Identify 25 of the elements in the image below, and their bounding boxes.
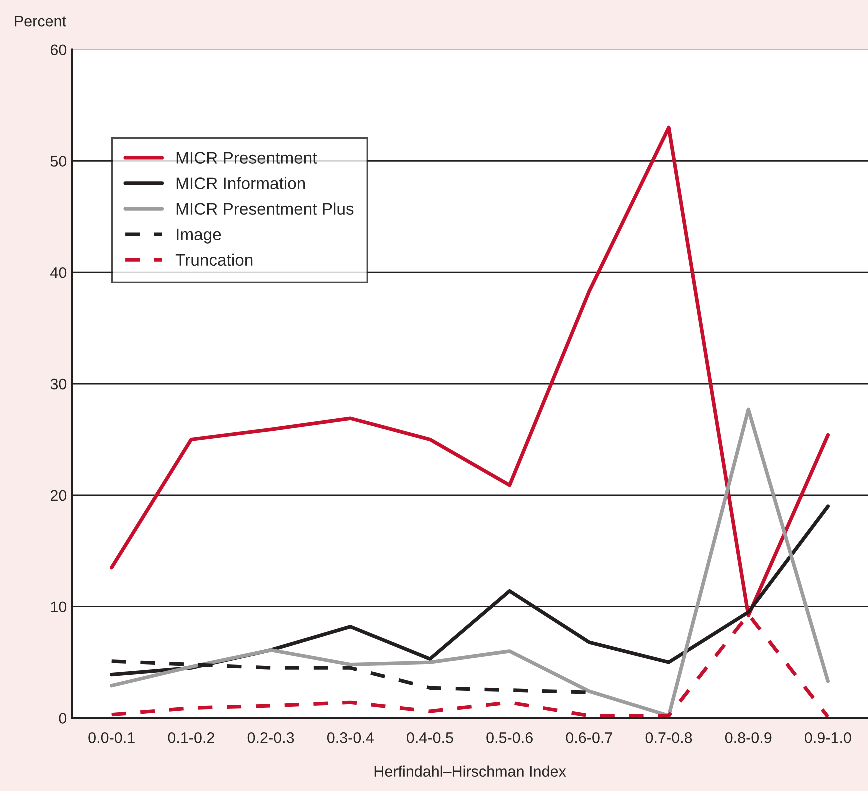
y-tick-label: 40 [50, 268, 67, 278]
legend-label: MICR Presentment [176, 152, 318, 164]
legend-label: Image [177, 228, 222, 244]
x-axis-title: Herfindahl–Hirschman Index [374, 766, 566, 778]
x-tick-label: 0.9-1.0 [805, 732, 852, 744]
x-tick-label: 0.6-0.7 [566, 732, 612, 744]
x-tick-label: 0.7-0.8 [646, 732, 692, 744]
legend-label: MICR Presentment Plus [176, 202, 354, 216]
x-tick-label: 0.1-0.2 [168, 732, 214, 744]
legend-label: MICR Information [176, 177, 306, 190]
y-tick-label: 60 [50, 44, 67, 56]
x-tick-label: 0.0-0.1 [88, 732, 135, 744]
x-tick-label: 0.3-0.4 [327, 732, 374, 744]
line-series [110, 126, 830, 618]
x-tick-label: 0.2-0.3 [248, 732, 294, 744]
y-tick-label: 50 [50, 156, 67, 167]
x-tick-label: 0.5-0.6 [486, 732, 533, 744]
legend-label: Truncation [176, 254, 253, 266]
y-tick-label: 20 [50, 490, 67, 502]
y-tick-label: 30 [50, 378, 67, 390]
x-tick-label: 0.8-0.9 [725, 732, 772, 744]
x-tick-label: 0.4-0.5 [407, 732, 454, 744]
y-axis-title: Percent [15, 16, 66, 27]
y-tick-label: 10 [51, 602, 67, 613]
y-tick-label: 0 [59, 713, 67, 724]
